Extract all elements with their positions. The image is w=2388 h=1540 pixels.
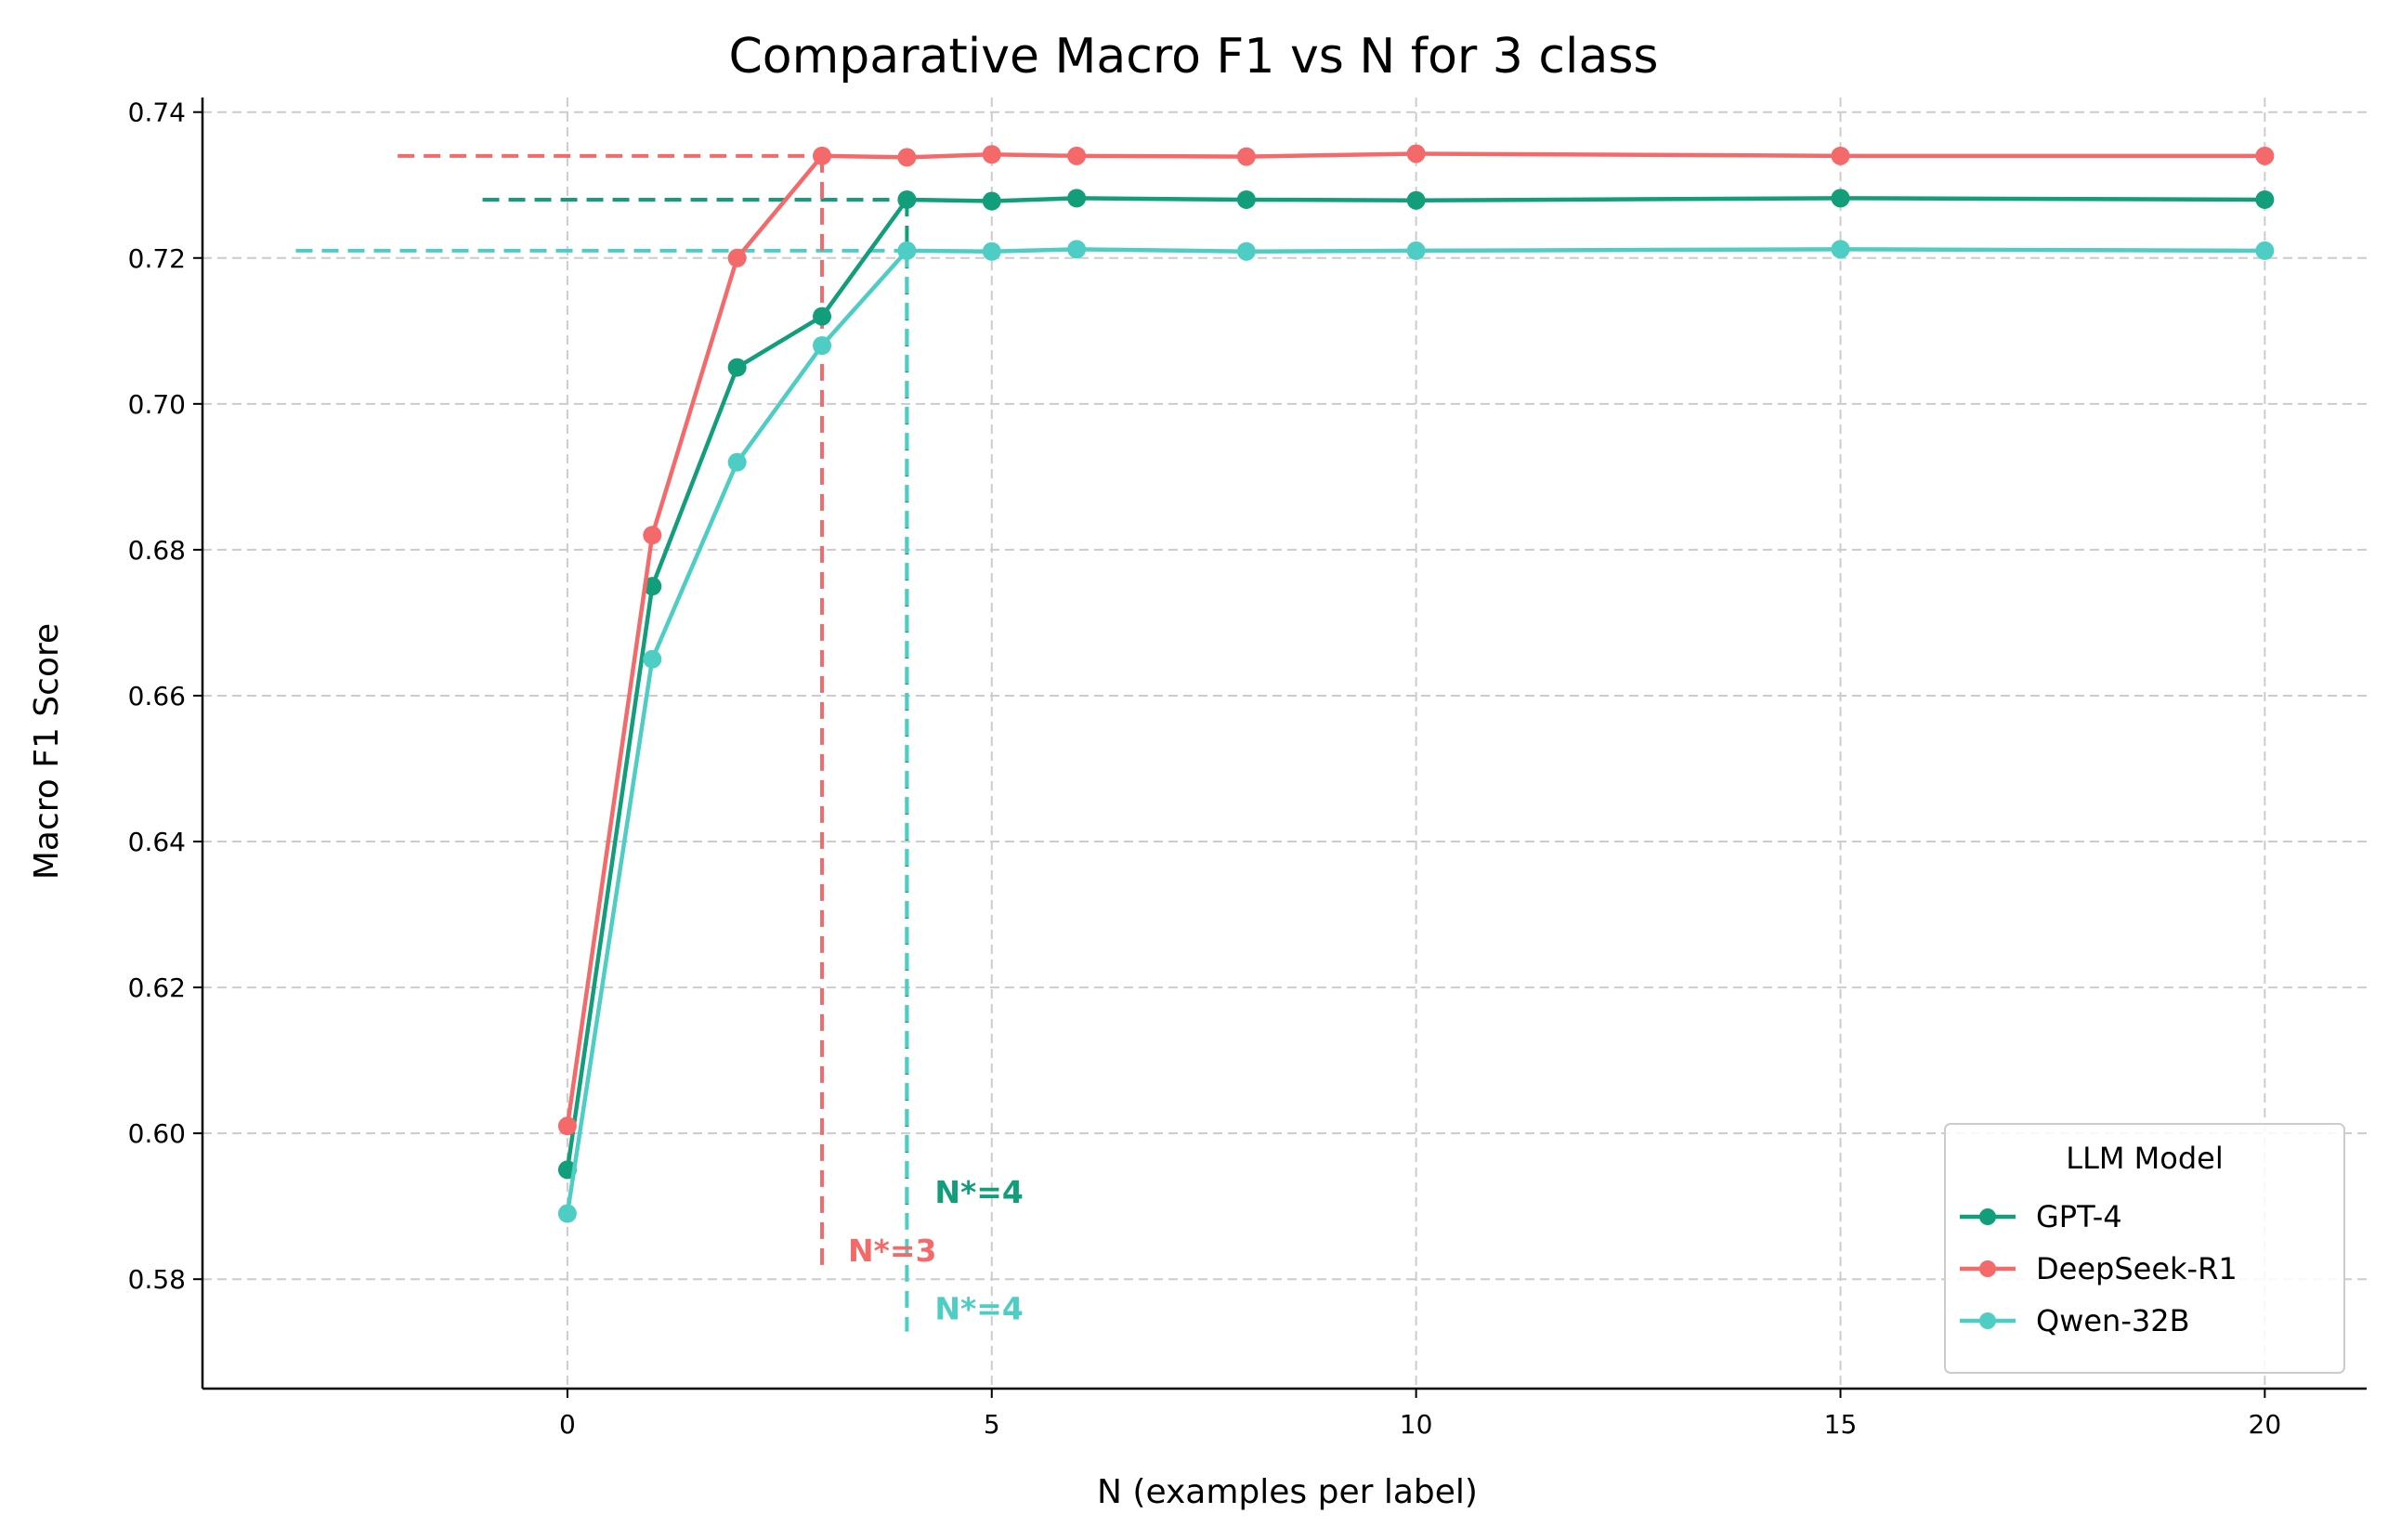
data-point [1236,241,1256,261]
n-star-annotation: N*=4 [934,1174,1023,1210]
data-point [982,241,1001,261]
y-axis-label: Macro F1 Score [28,623,66,880]
x-tick-label: 5 [984,1409,1000,1440]
legend-box [1944,1123,2345,1374]
data-point [1406,190,1426,210]
data-point [643,649,662,669]
data-point [1236,147,1256,166]
data-point [2255,241,2275,260]
legend-title: LLM Model [2066,1141,2224,1176]
legend: LLM Model GPT-4 DeepSeek-R1 Qwen-32B [1944,1123,2345,1374]
data-point [982,191,1001,211]
y-tick-label: 0.58 [128,1264,186,1295]
reference-lines [295,153,909,1332]
data-point [1406,144,1426,163]
data-point [643,526,662,545]
data-point [557,1204,577,1223]
y-tick-label: 0.74 [128,98,186,128]
data-point [1831,189,1850,208]
data-point [1831,240,1850,259]
data-point [2255,189,2275,209]
series-lines [557,144,2275,1223]
data-point [1067,240,1087,259]
y-tick-label: 0.64 [128,827,186,857]
x-tick-label: 0 [559,1409,576,1440]
data-point [557,1116,577,1136]
tick-labels: 0 5 10 15 20 0.58 0.60 0.62 0.64 0.66 0.68 0.70 0.72… [128,98,2282,1440]
y-tick-label: 0.66 [128,681,186,711]
n-star-annotation: N*=4 [934,1291,1023,1327]
legend-entry: GPT-4 [2036,1199,2122,1234]
data-point [727,248,747,268]
data-point [727,358,747,377]
axes [201,98,2367,1390]
chart-title: Comparative Macro F1 vs N for 3 class [729,29,1659,85]
y-tick-label: 0.62 [128,972,186,1003]
x-tick-label: 20 [2249,1409,2282,1440]
y-tick-label: 0.60 [128,1118,186,1149]
legend-swatch-marker [1979,1260,1996,1277]
data-point [813,336,832,356]
data-point [897,241,917,260]
data-point [1067,189,1087,208]
data-point [727,452,747,472]
y-tick-label: 0.70 [128,389,186,420]
data-point [2255,146,2275,165]
data-point [897,189,917,209]
n-star-annotation: N*=3 [848,1233,937,1269]
data-point [982,145,1001,164]
data-point [897,148,917,167]
series-group [557,144,2275,1136]
x-axis-label: N (examples per label) [1097,1473,1478,1511]
data-point [1406,241,1426,260]
y-tick-label: 0.72 [128,243,186,274]
data-point [813,146,832,165]
legend-swatch-marker [1979,1312,1996,1329]
data-point [1236,189,1256,209]
data-point [1067,146,1087,165]
x-tick-label: 10 [1400,1409,1433,1440]
series-group [557,240,2275,1223]
x-tick-label: 15 [1824,1409,1858,1440]
legend-entry: Qwen-32B [2036,1303,2190,1338]
data-point [1831,146,1850,165]
y-tick-label: 0.68 [128,535,186,566]
legend-swatch-marker [1979,1208,1996,1225]
annotations: N*=4 N*=3 N*=4 [848,1174,1024,1327]
legend-entry: DeepSeek-R1 [2036,1251,2238,1286]
data-point [813,307,832,326]
series-group [557,189,2275,1180]
